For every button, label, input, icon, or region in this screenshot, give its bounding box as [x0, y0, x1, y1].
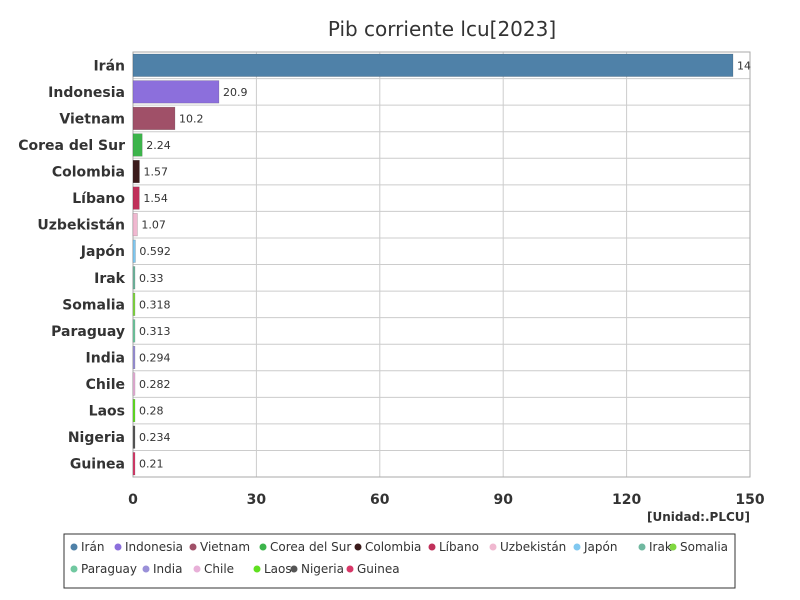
legend-swatch-4 — [354, 543, 362, 551]
legend-label-3: Corea del Sur — [270, 540, 351, 554]
bar-9 — [132, 292, 136, 316]
bar-0 — [132, 53, 734, 77]
tick-label-4: 120 — [612, 492, 641, 508]
legend-label-11: India — [153, 562, 182, 576]
category-label-14: Nigeria — [68, 430, 125, 446]
value-label-10: 0.313 — [139, 325, 171, 338]
legend-swatch-7 — [573, 543, 581, 551]
bar-4 — [132, 160, 140, 184]
value-label-1: 20.9 — [223, 86, 248, 99]
legend-swatch-11 — [142, 565, 150, 573]
legend-swatch-10 — [70, 565, 78, 573]
value-labels: 14 20.9 10.2 2.24 1.57 1.54 1.07 0.592 0.33 0.318… — [139, 59, 751, 470]
legend-label-0: Irán — [81, 540, 104, 554]
legend-label-13: Laos — [264, 562, 292, 576]
tick-label-2: 60 — [370, 492, 390, 508]
bar-10 — [132, 319, 136, 343]
bar-12 — [132, 372, 136, 396]
legend-label-2: Vietnam — [200, 540, 250, 554]
category-label-11: India — [86, 350, 125, 366]
legend-swatch-14 — [290, 565, 298, 573]
legend-swatch-6 — [489, 543, 497, 551]
value-label-0: 14 — [737, 59, 751, 72]
legend-swatch-8 — [638, 543, 646, 551]
bar-7 — [132, 239, 136, 263]
value-label-5: 1.54 — [143, 192, 168, 205]
grid — [132, 51, 751, 478]
bar-1 — [132, 80, 220, 104]
legend-swatch-0 — [70, 543, 78, 551]
plot-border — [132, 51, 751, 478]
category-label-10: Paraguay — [51, 324, 125, 340]
value-label-12: 0.282 — [139, 378, 171, 391]
category-label-7: Japón — [80, 244, 125, 260]
bar-3 — [132, 133, 143, 157]
value-label-15: 0.21 — [139, 458, 164, 471]
category-label-9: Somalia — [62, 297, 125, 313]
category-label-5: Líbano — [72, 191, 125, 207]
category-label-3: Corea del Sur — [18, 138, 125, 154]
tick-label-5: 150 — [735, 492, 764, 508]
category-label-12: Chile — [86, 377, 125, 393]
category-label-8: Irak — [94, 271, 126, 287]
legend-label-5: Líbano — [439, 540, 479, 554]
bar-5 — [132, 186, 140, 210]
category-label-0: Irán — [93, 58, 125, 74]
legend: Irán Indonesia Vietnam Corea del Sur Colombi… — [70, 540, 728, 576]
bar-14 — [132, 425, 136, 449]
value-label-13: 0.28 — [139, 405, 164, 418]
legend-label-9: Somalia — [680, 540, 728, 554]
value-label-14: 0.234 — [139, 431, 171, 444]
value-label-9: 0.318 — [139, 298, 171, 311]
tick-label-0: 0 — [128, 492, 138, 508]
legend-swatch-13 — [253, 565, 261, 573]
legend-swatch-2 — [189, 543, 197, 551]
legend-label-15: Guinea — [357, 562, 400, 576]
bar-8 — [132, 266, 136, 290]
category-label-1: Indonesia — [48, 85, 125, 101]
bar-15 — [132, 452, 136, 476]
bar-6 — [132, 213, 138, 237]
axis-ticks: 0 30 60 90 120 150 — [128, 492, 765, 508]
unit-label: [Unidad:.PLCU] — [647, 510, 750, 524]
category-label-2: Vietnam — [59, 111, 125, 127]
legend-label-4: Colombia — [365, 540, 421, 554]
legend-label-7: Japón — [583, 540, 617, 554]
bar-2 — [132, 106, 176, 130]
chart-title: Pib corriente lcu[2023] — [328, 17, 556, 41]
bars — [132, 53, 734, 476]
tick-label-1: 30 — [247, 492, 267, 508]
value-label-8: 0.33 — [139, 272, 164, 285]
category-label-4: Colombia — [52, 165, 125, 181]
legend-swatch-12 — [193, 565, 201, 573]
legend-label-6: Uzbekistán — [500, 540, 566, 554]
value-label-6: 1.07 — [141, 219, 166, 232]
legend-swatch-15 — [346, 565, 354, 573]
legend-label-1: Indonesia — [125, 540, 183, 554]
category-label-6: Uzbekistán — [37, 218, 125, 234]
bar-13 — [132, 399, 136, 423]
value-label-2: 10.2 — [179, 112, 204, 125]
category-labels: Irán Indonesia Vietnam Corea del Sur Colombi… — [18, 58, 125, 472]
legend-box — [63, 533, 736, 589]
bar-11 — [132, 345, 136, 369]
value-label-11: 0.294 — [139, 351, 171, 364]
category-label-13: Laos — [89, 404, 125, 420]
legend-swatch-9 — [669, 543, 677, 551]
value-label-7: 0.592 — [139, 245, 171, 258]
value-label-3: 2.24 — [146, 139, 171, 152]
legend-swatch-1 — [114, 543, 122, 551]
category-label-15: Guinea — [70, 457, 125, 473]
legend-label-12: Chile — [204, 562, 234, 576]
legend-label-14: Nigeria — [301, 562, 344, 576]
legend-label-10: Paraguay — [81, 562, 137, 576]
legend-label-8: Irak — [649, 540, 672, 554]
tick-label-3: 90 — [493, 492, 513, 508]
legend-swatch-5 — [428, 543, 436, 551]
legend-swatch-3 — [259, 543, 267, 551]
value-label-4: 1.57 — [143, 166, 168, 179]
